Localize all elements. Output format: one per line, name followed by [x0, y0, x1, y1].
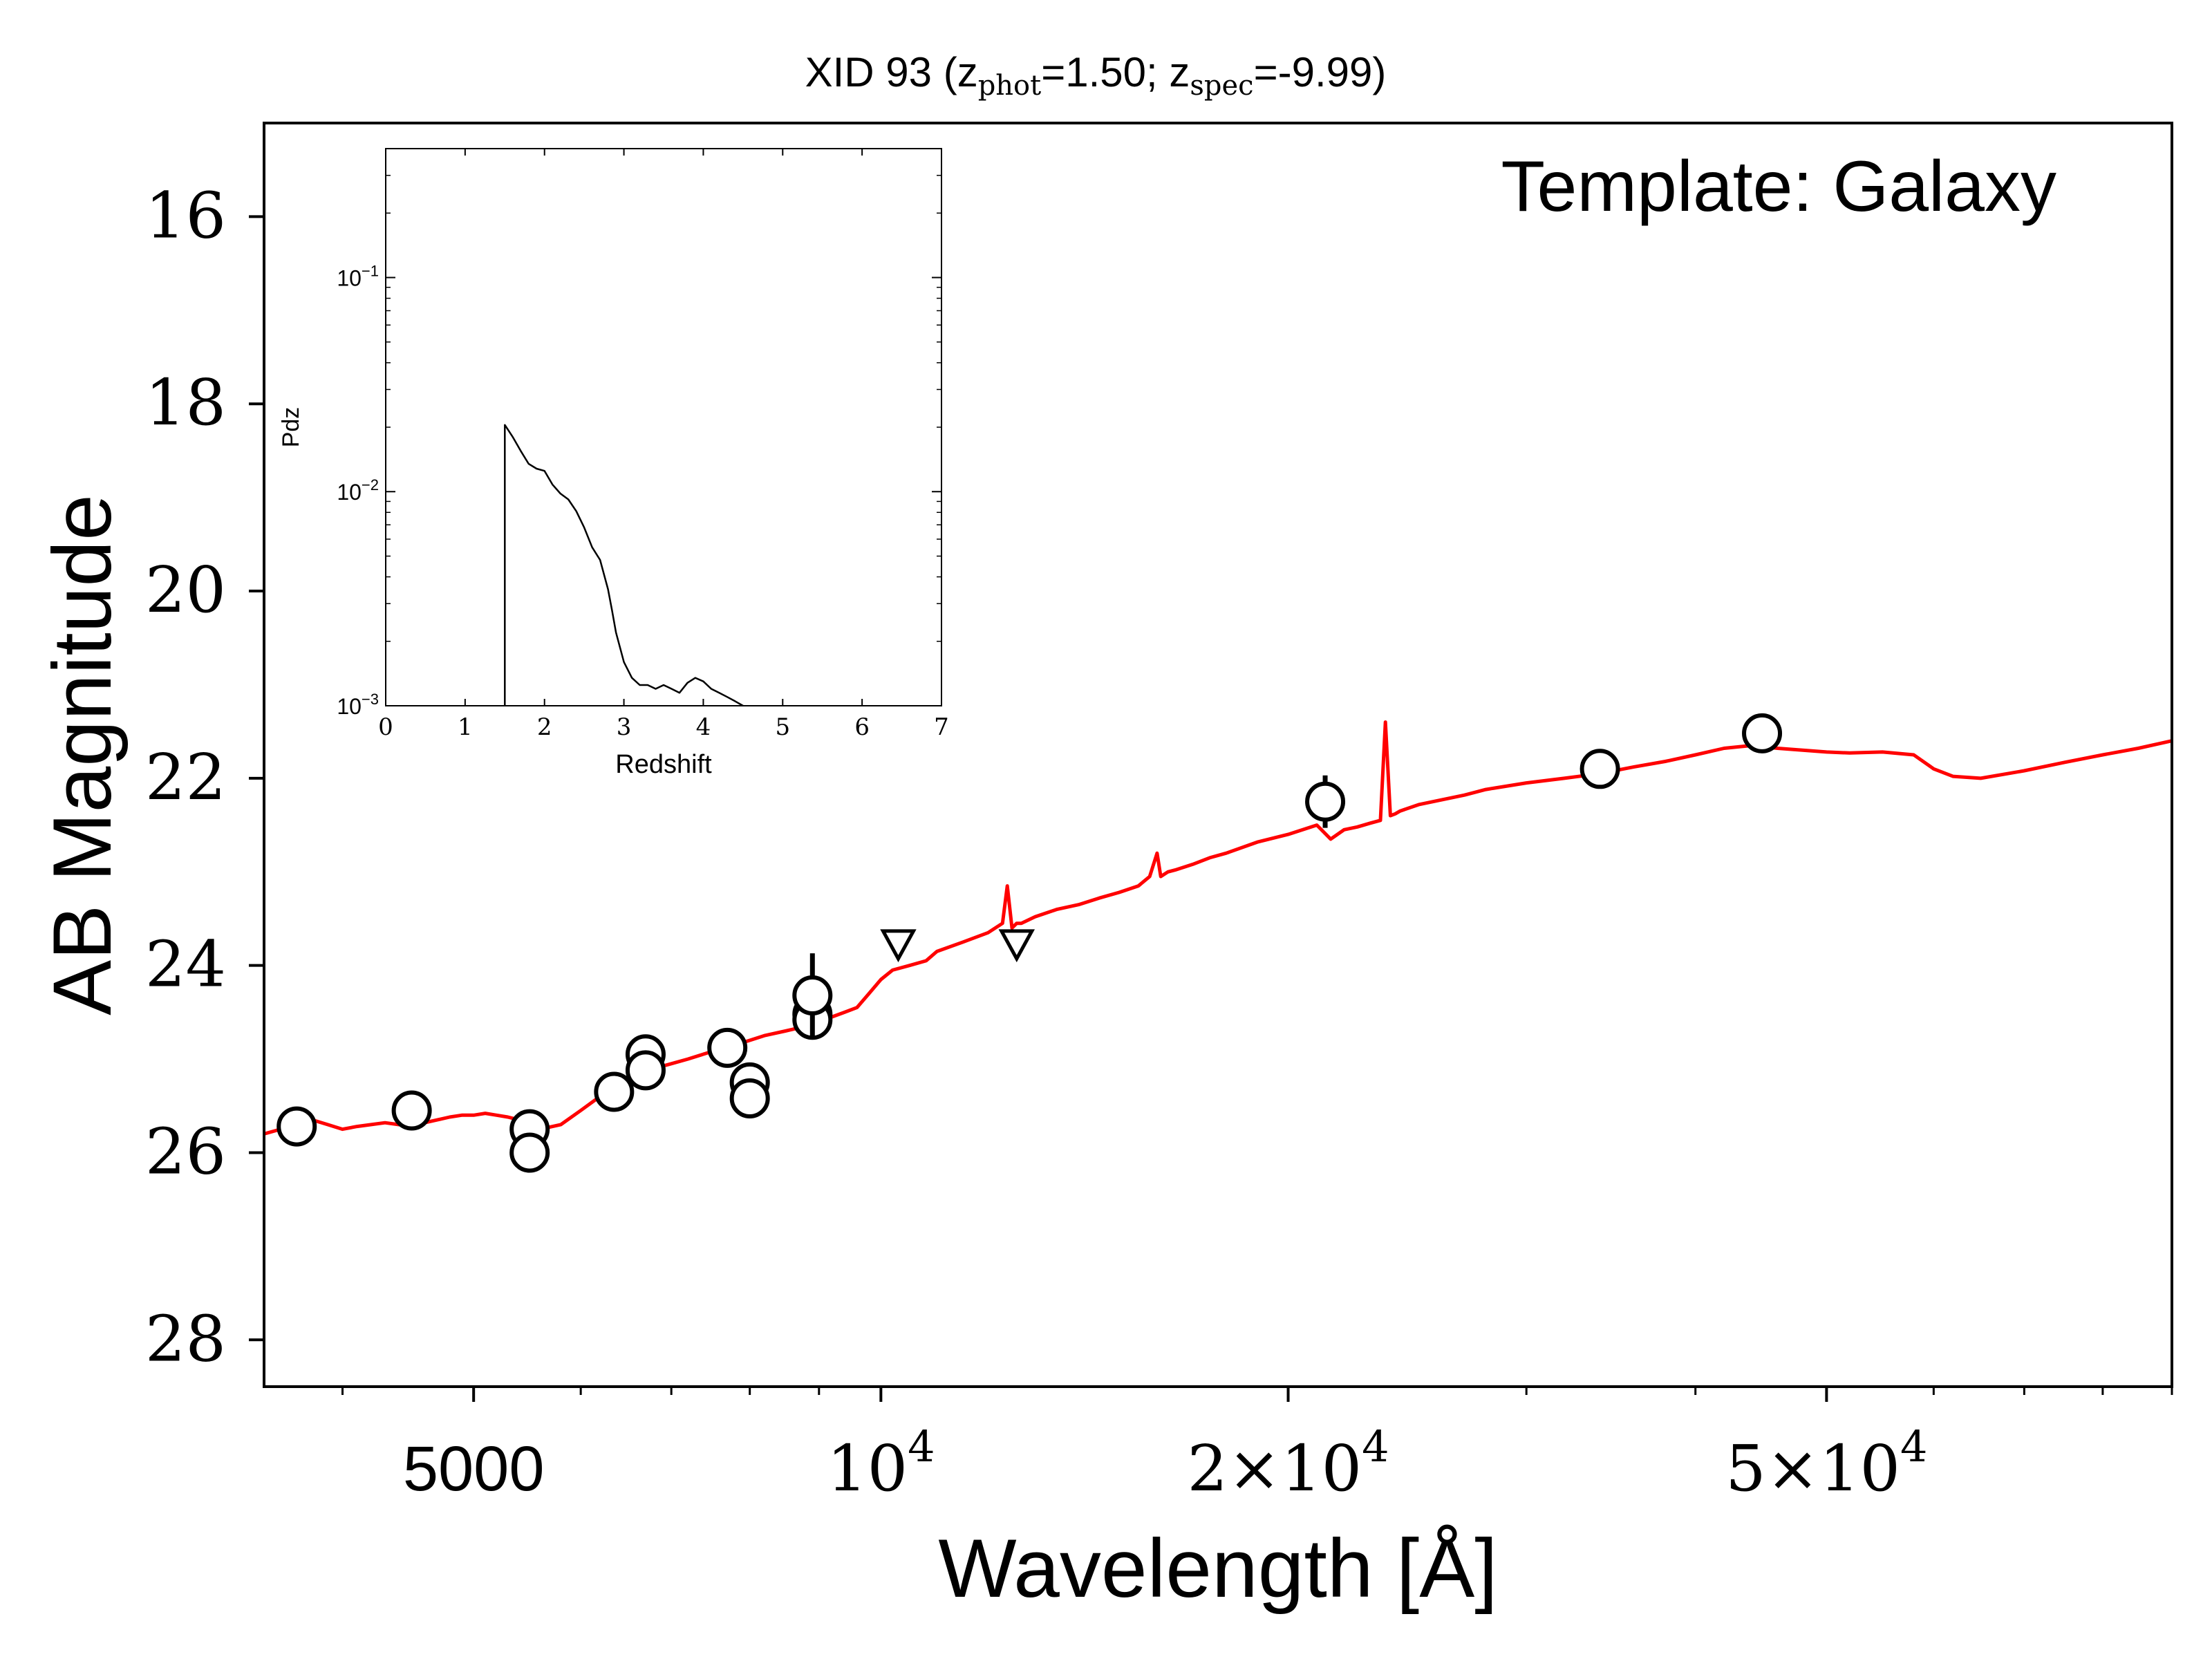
data-marker — [509, 1132, 550, 1173]
chart-title: XID 93 (zphot=1.50; zspec=-9.99) — [805, 49, 1387, 102]
x-axis-label: Wavelength [Å] — [938, 1522, 1497, 1615]
y-tick-label: 26 — [145, 1114, 226, 1188]
x-tick-label: 104 — [827, 1421, 935, 1506]
data-marker — [707, 1027, 748, 1068]
inset-plot-data — [504, 424, 744, 706]
inset-y-tick-label: 10−2 — [337, 476, 379, 505]
upper-limit-marker — [998, 929, 1035, 963]
inset-background — [386, 149, 941, 706]
photometry-point — [729, 1078, 770, 1118]
x-tick-label: 5×104 — [1725, 1421, 1927, 1506]
photometry-point — [792, 953, 833, 1038]
inset-x-tick-label: 5 — [775, 713, 790, 741]
x-tick-label: 2×104 — [1187, 1421, 1389, 1506]
inset-x-label: Redshift — [615, 750, 712, 779]
main-plot-data — [264, 713, 2172, 1173]
data-marker — [391, 1090, 432, 1131]
y-tick-label: 20 — [145, 553, 226, 627]
data-marker — [792, 975, 833, 1015]
main-plot-frame — [263, 122, 2173, 1388]
title-mid: =1.50; z — [1041, 49, 1190, 95]
y-tick-label: 18 — [145, 366, 226, 440]
inset-y-tick-label: 10−3 — [337, 691, 379, 719]
pdz-curve — [504, 424, 744, 706]
title-main: XID 93 (z — [805, 49, 978, 95]
x-tick-label: 5000 — [403, 1434, 545, 1504]
photometry-point — [1305, 775, 1346, 828]
upper-limit-marker — [880, 929, 917, 963]
data-marker — [729, 1078, 770, 1118]
inset-pdz-plot: 0 1 2 3 4 5 6 7 10−3 10−2 10−1 Redshift Pdz — [278, 148, 949, 779]
photometry-point — [707, 1027, 748, 1068]
inset-x-tick-label: 1 — [458, 713, 473, 741]
inset-x-tick-label: 2 — [537, 713, 552, 741]
data-marker — [1742, 713, 1783, 753]
y-tick-label: 16 — [145, 178, 226, 252]
template-annotation: Template: Galaxy — [1501, 147, 2056, 227]
y-tick-label: 28 — [145, 1302, 226, 1376]
y-tick-label: 22 — [145, 740, 226, 814]
inset-axis-ticks: 0 1 2 3 4 5 6 7 10−3 10−2 10−1 — [337, 148, 949, 741]
photometry-point — [391, 1090, 432, 1131]
data-marker — [1305, 781, 1346, 822]
inset-x-tick-label: 7 — [934, 713, 949, 741]
photometry-point — [276, 1106, 317, 1147]
data-marker — [625, 1050, 666, 1091]
photometry-point — [625, 1050, 666, 1091]
data-marker — [594, 1071, 635, 1112]
title-end: =-9.99) — [1254, 49, 1387, 95]
inset-x-tick-label: 3 — [617, 713, 632, 741]
inset-x-tick-label: 0 — [378, 713, 393, 741]
y-tick-label: 24 — [145, 928, 226, 1002]
title-sub-phot: phot — [978, 70, 1042, 102]
inset-y-label: Pdz — [278, 407, 304, 448]
inset-y-tick-label: 10−1 — [337, 262, 379, 290]
y-axis-label: AB Magnitude — [36, 494, 129, 1015]
photometry-point — [1580, 749, 1620, 789]
data-marker — [276, 1106, 317, 1147]
inset-x-tick-label: 4 — [696, 713, 711, 741]
photometry-point — [509, 1132, 550, 1173]
inset-x-tick-label: 6 — [854, 713, 870, 741]
data-marker — [1580, 749, 1620, 789]
photometry-point — [594, 1071, 635, 1112]
model-spectrum-line — [264, 720, 2172, 1136]
photometry-point — [1742, 713, 1783, 753]
inset-frame — [385, 148, 942, 706]
title-sub-spec: spec — [1190, 70, 1253, 102]
